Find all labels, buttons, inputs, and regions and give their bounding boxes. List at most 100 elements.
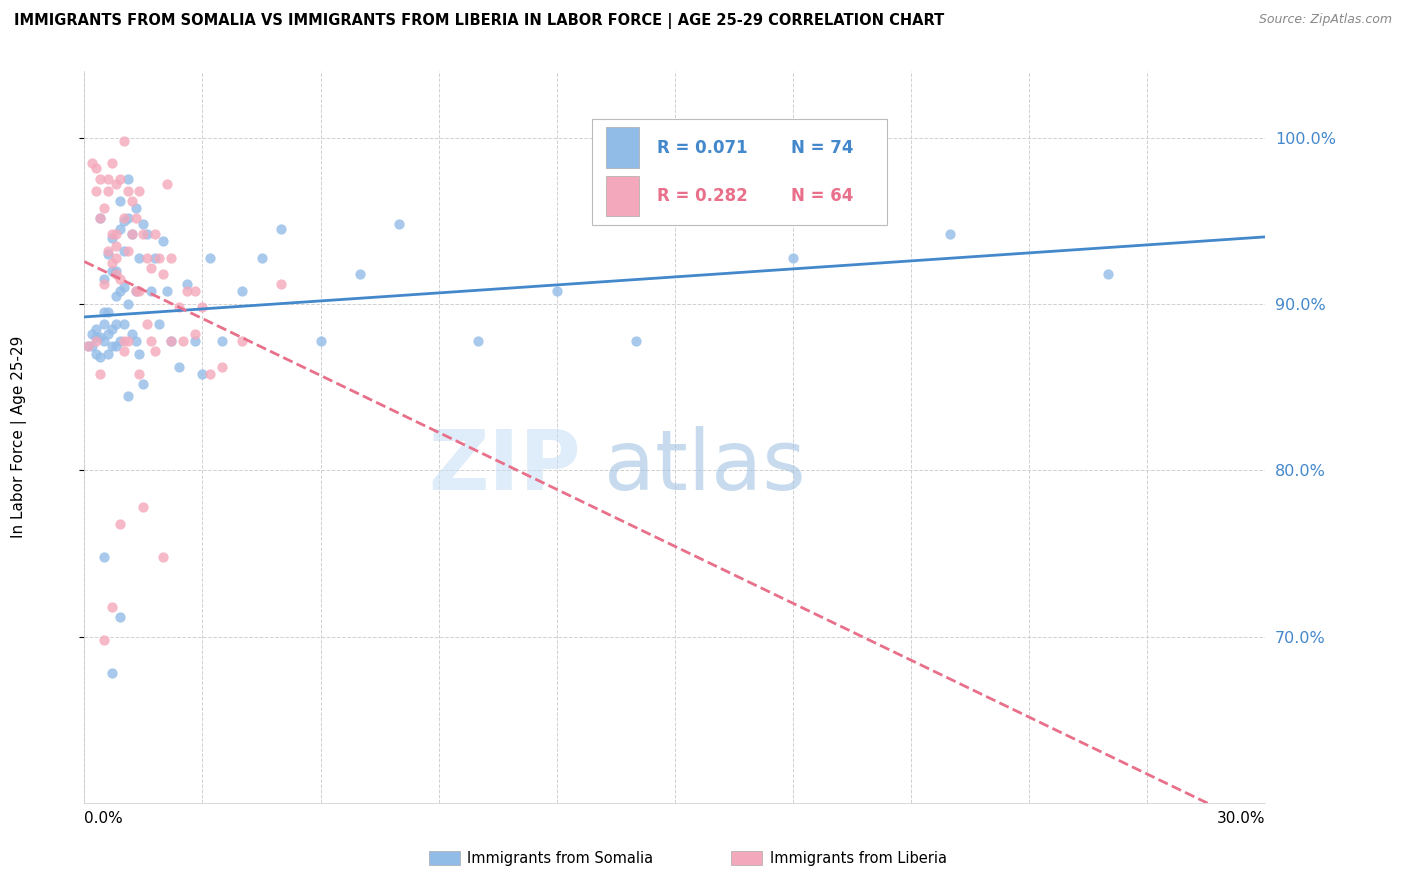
Text: IMMIGRANTS FROM SOMALIA VS IMMIGRANTS FROM LIBERIA IN LABOR FORCE | AGE 25-29 CO: IMMIGRANTS FROM SOMALIA VS IMMIGRANTS FR…: [14, 13, 945, 29]
Text: atlas: atlas: [605, 425, 806, 507]
Point: [82, 339, 104, 353]
Point: [84, 184, 107, 198]
Point: [211, 360, 233, 375]
Point: [108, 284, 131, 298]
Point: [143, 227, 166, 242]
Point: [104, 267, 127, 281]
Text: 0.0%: 0.0%: [84, 811, 124, 826]
Point: [128, 184, 150, 198]
Point: [152, 234, 174, 248]
Point: [112, 244, 135, 258]
Point: [89, 172, 111, 186]
Point: [112, 214, 135, 228]
Point: [141, 284, 163, 298]
Point: [270, 222, 292, 236]
Text: ZIP: ZIP: [427, 425, 581, 507]
Point: [624, 334, 647, 348]
Text: R = 0.071: R = 0.071: [657, 138, 748, 156]
Point: [117, 388, 139, 402]
Point: [183, 334, 205, 348]
Point: [156, 284, 179, 298]
Point: [388, 217, 411, 231]
Point: [124, 334, 146, 348]
Point: [97, 172, 120, 186]
Point: [97, 247, 120, 261]
Point: [89, 330, 111, 344]
Point: [84, 334, 107, 348]
Point: [89, 211, 111, 225]
Point: [128, 347, 150, 361]
Point: [160, 334, 183, 348]
Point: [89, 367, 111, 381]
Point: [141, 334, 163, 348]
Point: [121, 227, 143, 242]
Point: [112, 317, 135, 331]
Point: [89, 351, 111, 365]
Point: [97, 347, 120, 361]
Point: [124, 211, 146, 225]
Point: [121, 194, 143, 208]
Point: [104, 339, 127, 353]
Point: [104, 239, 127, 253]
Point: [82, 156, 104, 170]
Point: [124, 284, 146, 298]
Point: [97, 326, 120, 341]
Point: [132, 500, 155, 514]
Point: [93, 277, 115, 292]
Point: [104, 227, 127, 242]
Point: [183, 284, 205, 298]
Point: [108, 334, 131, 348]
Point: [939, 227, 962, 242]
Point: [200, 367, 222, 381]
Point: [108, 194, 131, 208]
Point: [101, 230, 124, 244]
Point: [101, 264, 124, 278]
Point: [160, 334, 183, 348]
Point: [101, 227, 124, 242]
Point: [101, 339, 124, 353]
Point: [546, 284, 568, 298]
Point: [97, 244, 120, 258]
FancyBboxPatch shape: [592, 119, 887, 225]
Point: [108, 516, 131, 531]
Point: [132, 376, 155, 391]
Point: [231, 284, 253, 298]
Point: [191, 301, 214, 315]
Point: [77, 339, 100, 353]
Point: [1097, 267, 1119, 281]
Point: [108, 609, 131, 624]
Point: [172, 334, 194, 348]
Point: [211, 334, 233, 348]
Point: [104, 317, 127, 331]
Text: Source: ZipAtlas.com: Source: ZipAtlas.com: [1258, 13, 1392, 27]
Point: [167, 301, 190, 315]
Point: [156, 178, 179, 192]
Point: [176, 277, 198, 292]
Point: [136, 227, 159, 242]
Point: [132, 227, 155, 242]
Point: [112, 343, 135, 358]
Text: Immigrants from Liberia: Immigrants from Liberia: [770, 851, 948, 865]
Point: [782, 251, 804, 265]
Point: [84, 322, 107, 336]
Text: 30.0%: 30.0%: [1218, 811, 1265, 826]
Point: [108, 172, 131, 186]
Point: [124, 201, 146, 215]
Bar: [606, 177, 640, 217]
Point: [270, 277, 292, 292]
Point: [77, 339, 100, 353]
Text: Immigrants from Somalia: Immigrants from Somalia: [467, 851, 652, 865]
Point: [93, 317, 115, 331]
Point: [128, 251, 150, 265]
Point: [84, 161, 107, 175]
Point: [160, 251, 183, 265]
Point: [93, 549, 115, 564]
Point: [309, 334, 332, 348]
Point: [152, 267, 174, 281]
Point: [112, 134, 135, 148]
Point: [101, 322, 124, 336]
Point: [108, 222, 131, 236]
Point: [191, 367, 214, 381]
Point: [183, 326, 205, 341]
Point: [231, 334, 253, 348]
